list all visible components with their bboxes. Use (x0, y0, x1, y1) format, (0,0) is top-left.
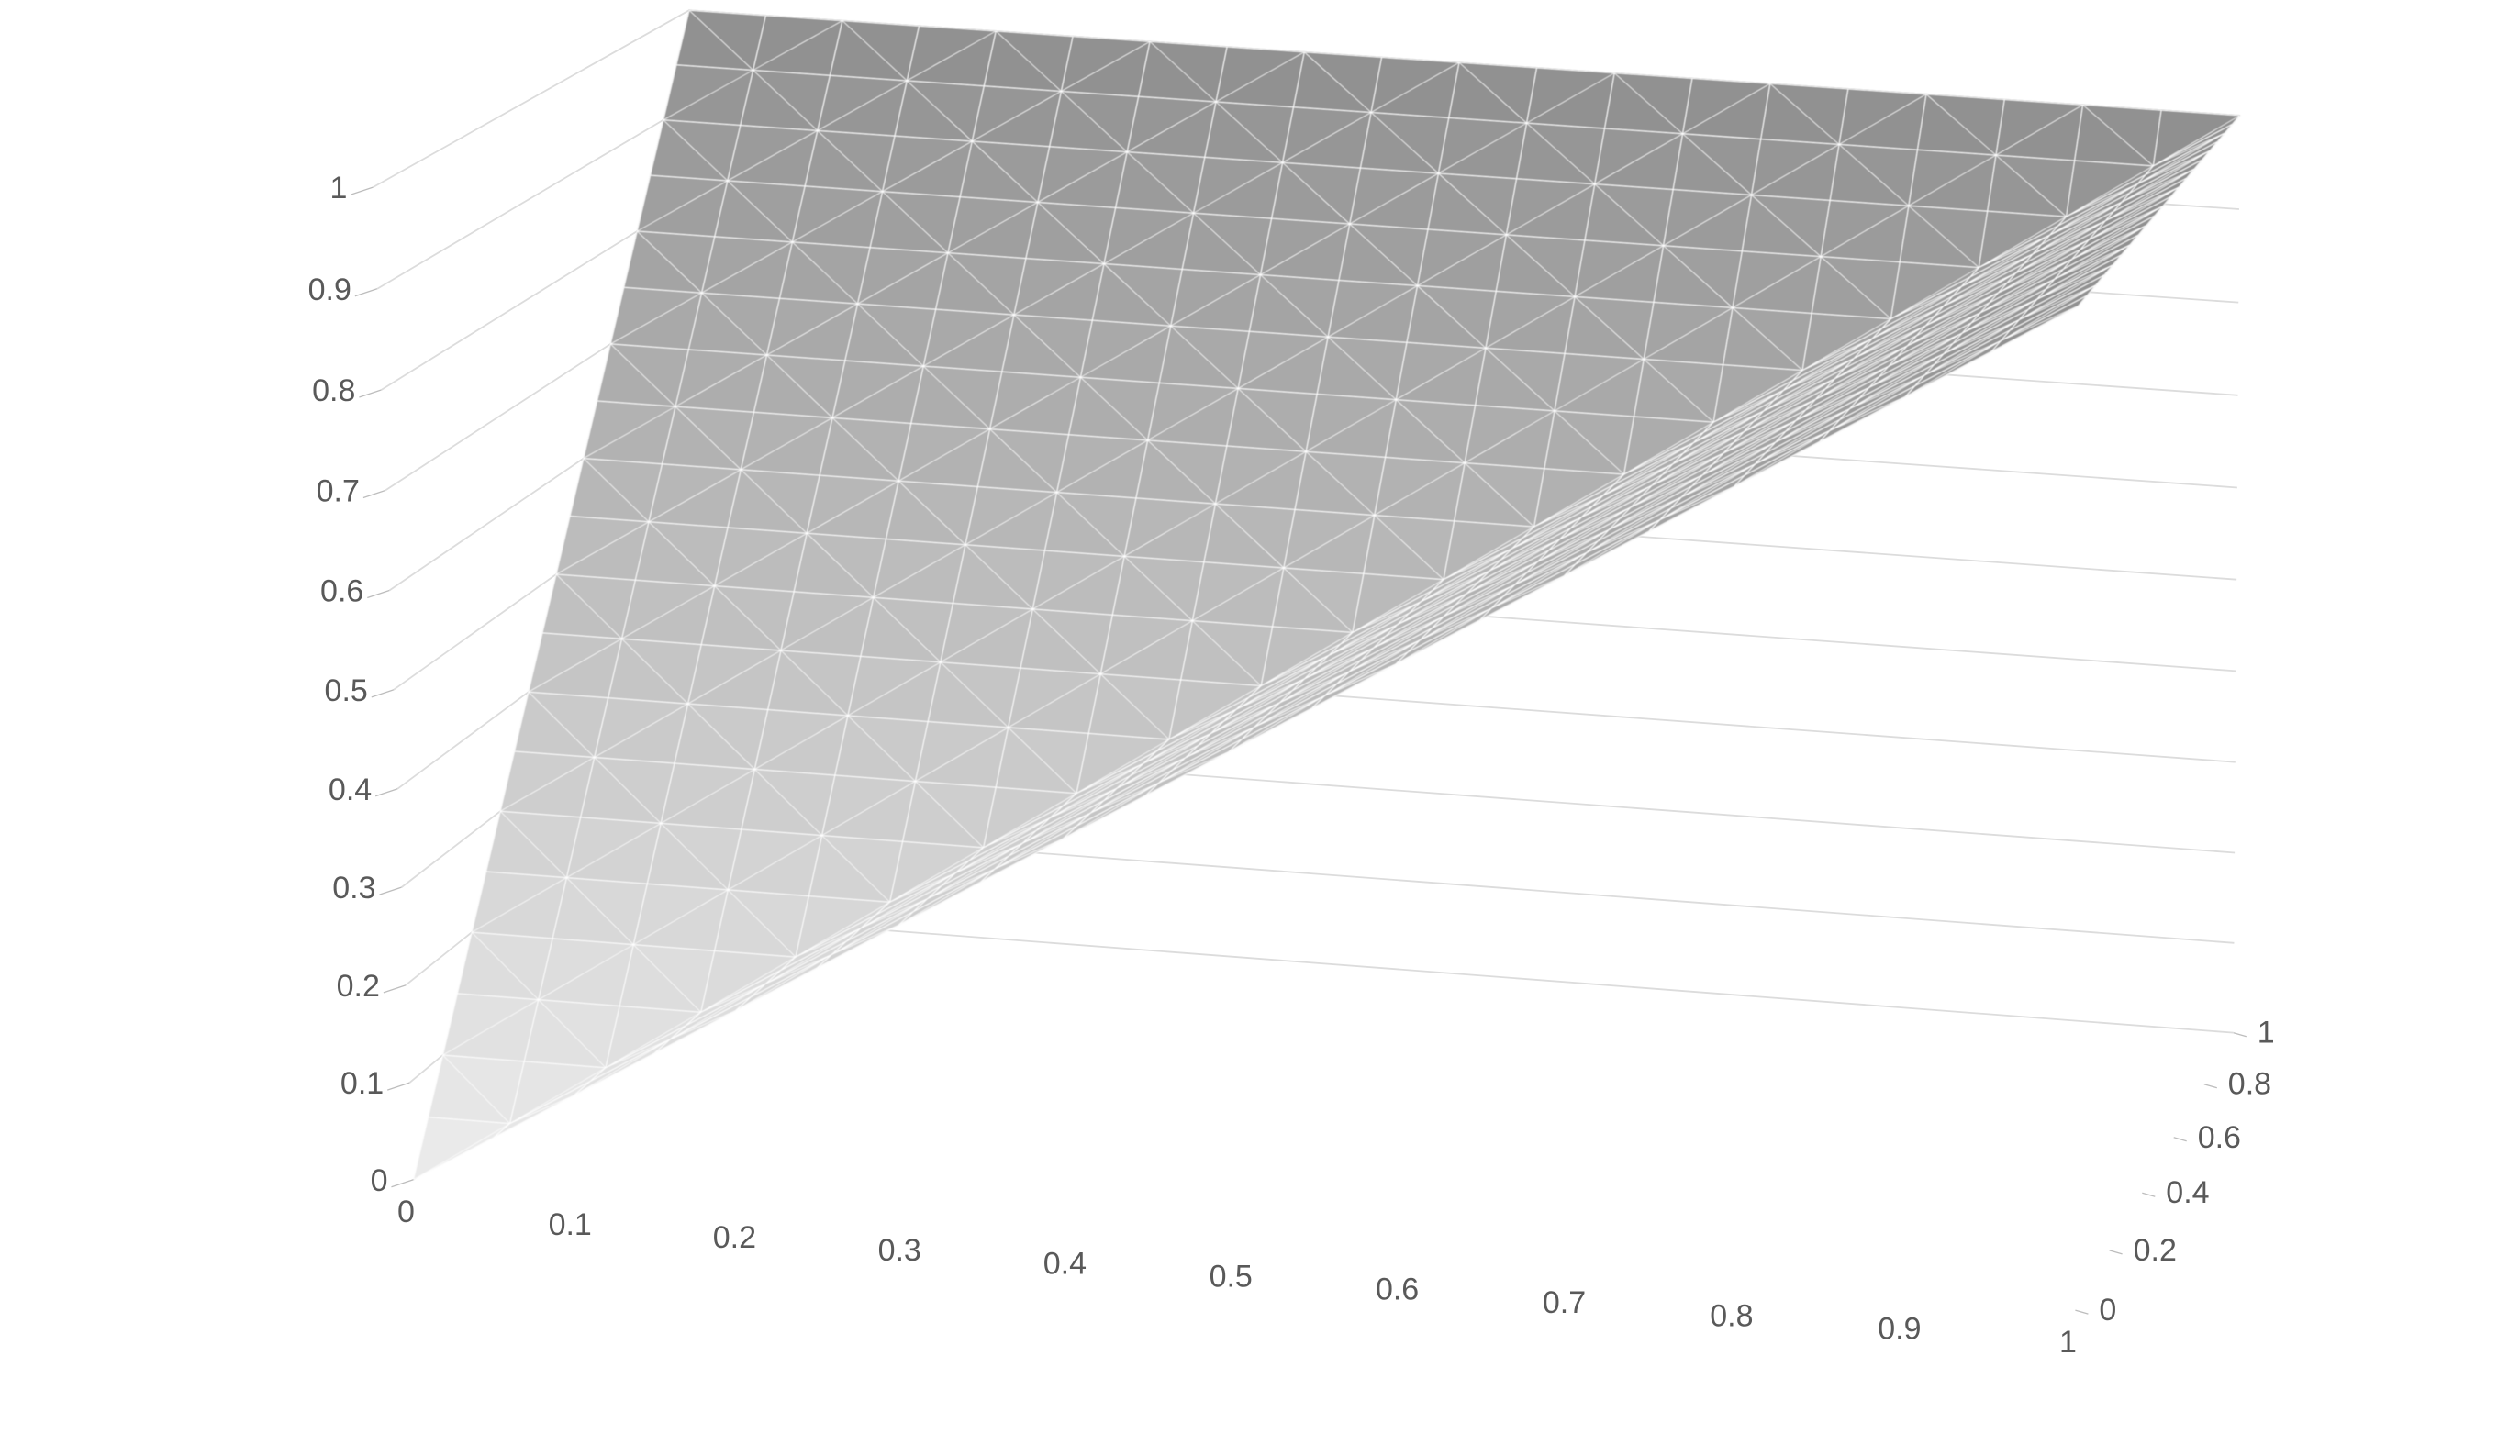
svg-text:0.7: 0.7 (1543, 1285, 1586, 1320)
svg-text:0.6: 0.6 (1376, 1273, 1419, 1307)
svg-text:0.6: 0.6 (2198, 1120, 2241, 1155)
svg-text:1: 1 (329, 171, 347, 206)
svg-text:0.2: 0.2 (2134, 1233, 2177, 1268)
svg-text:0.4: 0.4 (2166, 1175, 2209, 1210)
svg-text:0.4: 0.4 (1043, 1246, 1087, 1281)
svg-text:0.2: 0.2 (337, 969, 380, 1004)
svg-text:0.5: 0.5 (325, 673, 368, 708)
svg-text:0.6: 0.6 (320, 574, 363, 609)
svg-text:0.5: 0.5 (1210, 1260, 1253, 1295)
svg-text:0.2: 0.2 (713, 1220, 756, 1255)
svg-text:0.1: 0.1 (549, 1207, 592, 1242)
svg-text:0.3: 0.3 (332, 871, 375, 906)
svg-text:0.9: 0.9 (1878, 1312, 1921, 1347)
svg-text:0.4: 0.4 (329, 772, 372, 807)
svg-text:0: 0 (371, 1163, 388, 1198)
svg-text:0.9: 0.9 (308, 272, 351, 307)
svg-text:0.8: 0.8 (2228, 1067, 2271, 1102)
svg-text:1: 1 (2258, 1016, 2275, 1050)
svg-text:0: 0 (2099, 1293, 2116, 1328)
svg-text:0.7: 0.7 (317, 474, 360, 509)
svg-text:0: 0 (397, 1195, 415, 1229)
svg-text:1: 1 (2059, 1325, 2077, 1360)
svg-text:0.8: 0.8 (312, 373, 355, 408)
svg-text:0.3: 0.3 (878, 1233, 921, 1268)
svg-text:0.1: 0.1 (340, 1066, 384, 1101)
svg-text:0.8: 0.8 (1710, 1298, 1753, 1333)
